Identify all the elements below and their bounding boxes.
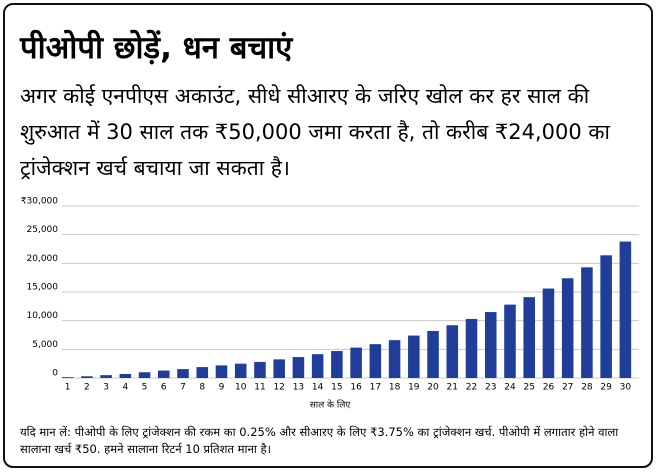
y-tick-label: 5,000 (32, 340, 58, 350)
bar (446, 325, 459, 378)
x-tick-label: 27 (562, 383, 573, 393)
bar (254, 361, 266, 378)
bar (138, 372, 151, 378)
x-tick-label: 15 (331, 383, 342, 393)
bar (196, 367, 209, 378)
x-tick-label: 4 (122, 383, 128, 393)
bar (350, 347, 362, 378)
bar (273, 359, 285, 378)
x-tick-label: 9 (219, 383, 225, 393)
x-tick-label: 11 (254, 383, 265, 393)
chart-title: पीओपी छोड़ें, धन बचाएं (20, 30, 293, 66)
bar (408, 335, 420, 378)
bar (561, 278, 574, 378)
x-tick-label: 28 (581, 383, 593, 393)
bar (523, 297, 535, 378)
y-tick-label: 20,000 (27, 254, 59, 264)
x-tick-label: 30 (620, 383, 632, 393)
bar (292, 357, 305, 378)
bar (504, 304, 516, 378)
bar (215, 365, 228, 378)
footnote: यदि मान लें: पीओपी के लिए ट्रांजेक्शन की… (20, 425, 619, 456)
bar (61, 377, 74, 378)
x-tick-label: 2 (84, 383, 90, 393)
y-tick-label: 0 (52, 369, 58, 379)
bar (465, 318, 478, 378)
x-tick-label: 8 (199, 383, 205, 393)
bar (484, 312, 497, 378)
x-tick-label: 6 (161, 383, 167, 393)
x-tick-label: 20 (427, 383, 439, 393)
bar (119, 373, 132, 378)
frame (3, 3, 653, 468)
bar (369, 344, 382, 378)
x-tick-label: 22 (466, 383, 477, 393)
subtitle: अगर कोई एनपीएस अकाउंट, सीधे सीआरए के जरि… (20, 84, 610, 180)
bar (311, 354, 324, 378)
bar (234, 363, 247, 378)
x-tick-label: 14 (312, 383, 324, 393)
bar (177, 369, 189, 378)
bar (542, 288, 555, 378)
x-axis-label: साल के लिए (310, 399, 352, 411)
bar (158, 370, 170, 378)
bar (619, 241, 632, 378)
x-tick-label: 12 (273, 383, 284, 393)
y-tick-label: 25,000 (27, 225, 59, 235)
x-tick-label: 23 (485, 383, 496, 393)
x-tick-label: 21 (447, 383, 458, 393)
x-tick-label: 25 (523, 383, 534, 393)
bar (100, 375, 112, 378)
bar (81, 376, 93, 378)
bar (331, 351, 343, 378)
x-tick-label: 18 (389, 383, 401, 393)
x-tick-label: 16 (350, 383, 362, 393)
y-tick-label: 10,000 (27, 311, 59, 321)
bar (427, 330, 439, 378)
x-tick-label: 19 (408, 383, 420, 393)
bar (581, 267, 593, 378)
x-tick-label: 5 (142, 383, 148, 393)
x-tick-label: 1 (65, 383, 71, 393)
y-tick-label: 15,000 (27, 283, 59, 293)
x-tick-label: 13 (293, 383, 304, 393)
x-tick-label: 3 (103, 383, 109, 393)
bar (600, 255, 612, 378)
y-tick-label: ₹30,000 (21, 197, 58, 207)
x-tick-label: 10 (235, 383, 247, 393)
x-tick-label: 7 (180, 383, 186, 393)
x-tick-label: 24 (504, 383, 516, 393)
bar (388, 340, 401, 378)
x-tick-label: 26 (543, 383, 555, 393)
x-tick-label: 17 (370, 383, 381, 393)
x-tick-label: 29 (600, 383, 612, 393)
